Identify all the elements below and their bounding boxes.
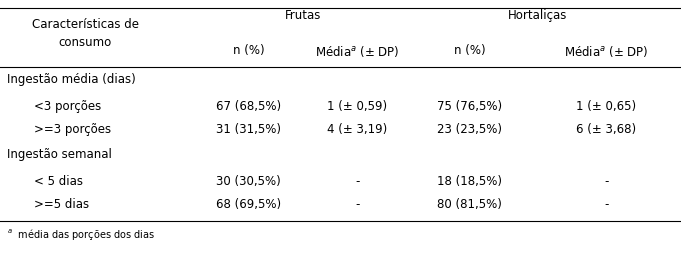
- Text: 80 (81,5%): 80 (81,5%): [437, 198, 503, 211]
- Text: 30 (30,5%): 30 (30,5%): [216, 175, 281, 188]
- Text: 31 (31,5%): 31 (31,5%): [216, 123, 281, 136]
- Text: 68 (69,5%): 68 (69,5%): [216, 198, 281, 211]
- Text: Hortaliças: Hortaliças: [508, 9, 568, 22]
- Text: <3 porções: <3 porções: [34, 100, 101, 113]
- Text: 18 (18,5%): 18 (18,5%): [437, 175, 503, 188]
- Text: 4 (± 3,19): 4 (± 3,19): [328, 123, 387, 136]
- Text: Ingestão semanal: Ingestão semanal: [7, 148, 112, 161]
- Text: Média$^a$ (± DP): Média$^a$ (± DP): [564, 44, 648, 59]
- Text: 23 (23,5%): 23 (23,5%): [437, 123, 503, 136]
- Text: n (%): n (%): [454, 44, 486, 57]
- Text: 1 (± 0,59): 1 (± 0,59): [328, 100, 387, 113]
- Text: -: -: [355, 175, 360, 188]
- Text: -: -: [604, 175, 608, 188]
- Text: 75 (76,5%): 75 (76,5%): [437, 100, 503, 113]
- Text: 1 (± 0,65): 1 (± 0,65): [576, 100, 636, 113]
- Text: Frutas: Frutas: [285, 9, 321, 22]
- Text: Características de
consumo: Características de consumo: [31, 18, 139, 49]
- Text: 67 (68,5%): 67 (68,5%): [216, 100, 281, 113]
- Text: Ingestão média (dias): Ingestão média (dias): [7, 73, 136, 86]
- Text: Média$^a$ (± DP): Média$^a$ (± DP): [315, 44, 400, 59]
- Text: 6 (± 3,68): 6 (± 3,68): [576, 123, 636, 136]
- Text: -: -: [355, 198, 360, 211]
- Text: >=3 porções: >=3 porções: [34, 123, 111, 136]
- Text: n (%): n (%): [233, 44, 264, 57]
- Text: >=5 dias: >=5 dias: [34, 198, 89, 211]
- Text: < 5 dias: < 5 dias: [34, 175, 83, 188]
- Text: -: -: [604, 198, 608, 211]
- Text: $^a$  média das porções dos dias: $^a$ média das porções dos dias: [7, 227, 155, 242]
